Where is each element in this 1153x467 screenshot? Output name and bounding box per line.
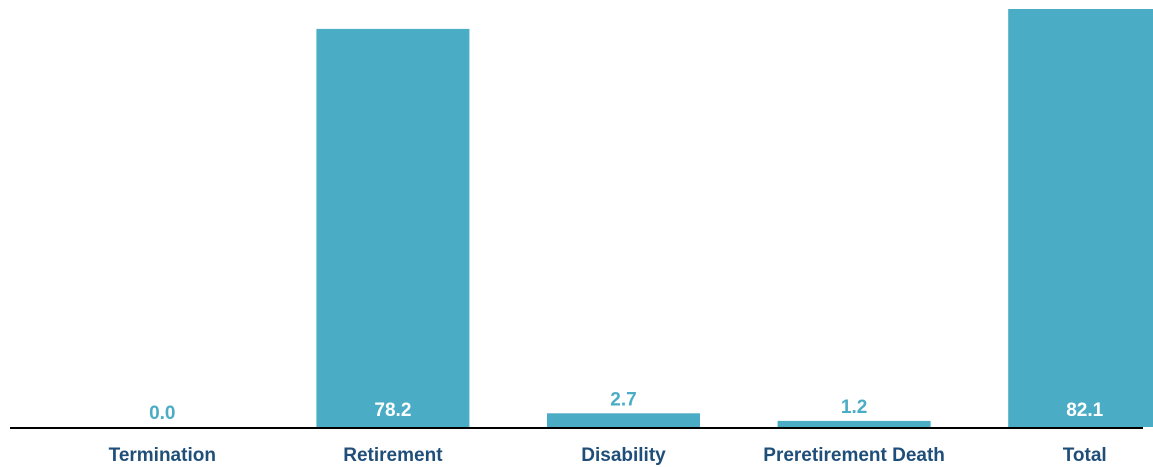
category-labels-layer: Termination Retirement Disability Preretire…	[109, 445, 1107, 466]
category-label-disability: Disability	[581, 445, 666, 466]
value-label-total: 82.1	[1066, 400, 1103, 421]
category-label-total: Total	[1063, 445, 1107, 466]
bar-retirement	[316, 28, 470, 428]
value-label-retirement: 78.2	[374, 400, 411, 421]
value-label-preretirement-death: 1.2	[841, 397, 867, 418]
bar-disability	[547, 413, 700, 427]
category-label-retirement: Retirement	[343, 445, 443, 466]
category-label-termination: Termination	[109, 445, 216, 466]
category-label-preretirement-death: Preretirement Death	[763, 445, 945, 466]
value-label-disability: 2.7	[610, 389, 636, 410]
bar-total	[1008, 9, 1153, 427]
bars-layer	[316, 9, 1153, 428]
value-labels-layer: 0.0 78.2 2.7 1.2 82.1	[149, 389, 1104, 424]
value-label-termination: 0.0	[149, 403, 175, 424]
bar-preretirement-death	[777, 420, 931, 427]
